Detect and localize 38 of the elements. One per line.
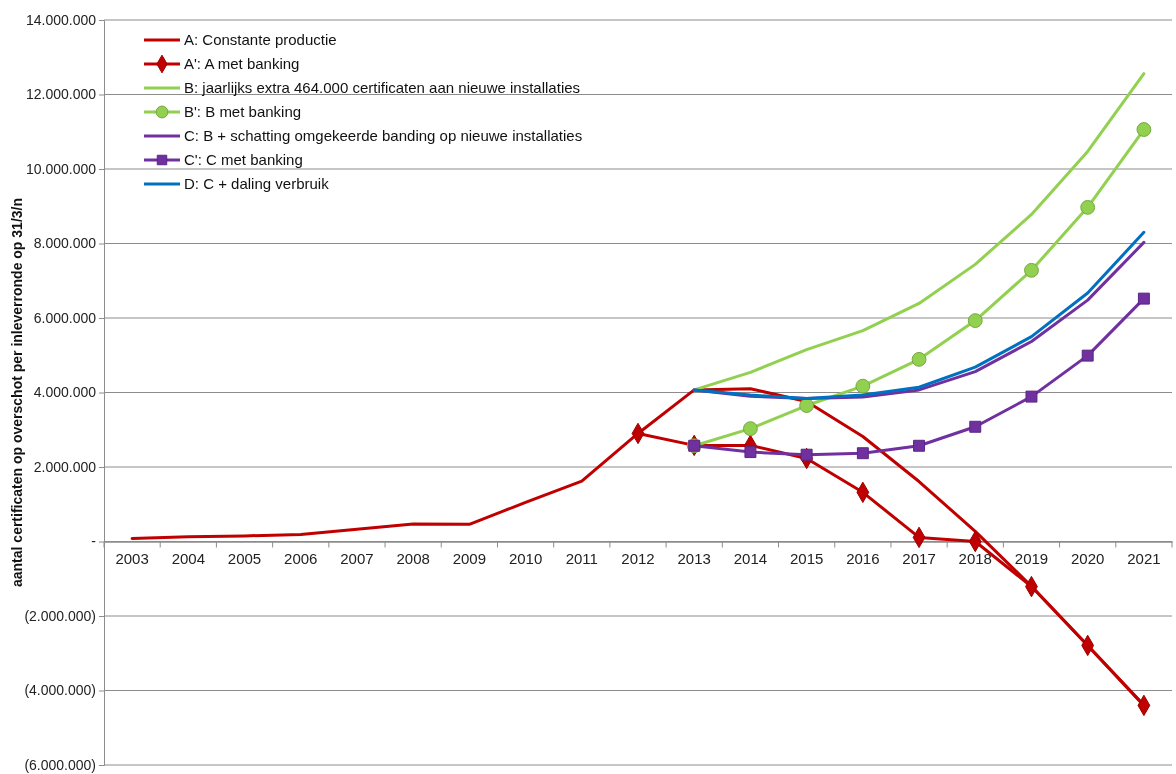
legend-label: B': B met banking — [184, 103, 302, 121]
x-tick-label: 2008 — [396, 550, 430, 567]
x-tick-label: 2016 — [846, 550, 880, 567]
y-tick-label: (2.000.000) — [24, 607, 96, 624]
x-tick-label: 2021 — [1127, 550, 1161, 567]
y-tick-label: 4.000.000 — [33, 384, 97, 401]
y-tick-label: 6.000.000 — [33, 309, 97, 326]
x-tick-label: 2013 — [677, 550, 711, 567]
x-tick-label: 2020 — [1071, 550, 1105, 567]
y-axis-title: aantal certificaten op overschot per inleverronde op 31/3/n — [9, 197, 25, 588]
x-tick-label: 2011 — [565, 550, 598, 567]
y-tick-label: 12.000.000 — [25, 86, 97, 103]
legend-label: A': A met banking — [184, 55, 300, 73]
y-tick-label: 8.000.000 — [33, 235, 97, 252]
x-tick-label: 2006 — [284, 550, 318, 567]
legend-label: A: Constante productie — [184, 31, 337, 49]
x-tick-label: 2004 — [171, 550, 205, 567]
legend-label: C: B + schatting omgekeerde banding op nieuwe installaties — [184, 127, 583, 145]
x-tick-label: 2010 — [508, 550, 543, 567]
x-tick-label: 2009 — [452, 550, 487, 567]
x-tick-label: 2015 — [789, 550, 824, 567]
x-tick-label: 2003 — [115, 550, 149, 567]
x-tick-label: 2005 — [227, 550, 262, 567]
x-tick-label: 2007 — [340, 550, 374, 567]
x-tick-label: 2014 — [733, 550, 768, 567]
y-tick-label: (6.000.000) — [24, 756, 96, 773]
x-tick-label: 2018 — [958, 550, 992, 567]
y-tick-label: 10.000.000 — [25, 160, 97, 177]
y-tick-label: 14.000.000 — [25, 11, 97, 28]
y-tick-label: 2.000.000 — [33, 458, 97, 475]
x-tick-label: 2012 — [621, 550, 655, 567]
legend-label: B: jaarlijks extra 464.000 certificaten aan nieuwe installaties — [184, 79, 581, 97]
legend-label: D: C + daling verbruik — [184, 175, 330, 193]
y-tick-label: - — [91, 533, 97, 550]
y-tick-label: (4.000.000) — [24, 682, 96, 699]
legend-label: C': C met banking — [184, 151, 303, 169]
x-tick-label: 2017 — [902, 550, 936, 567]
x-tick-label: 2019 — [1014, 550, 1049, 567]
